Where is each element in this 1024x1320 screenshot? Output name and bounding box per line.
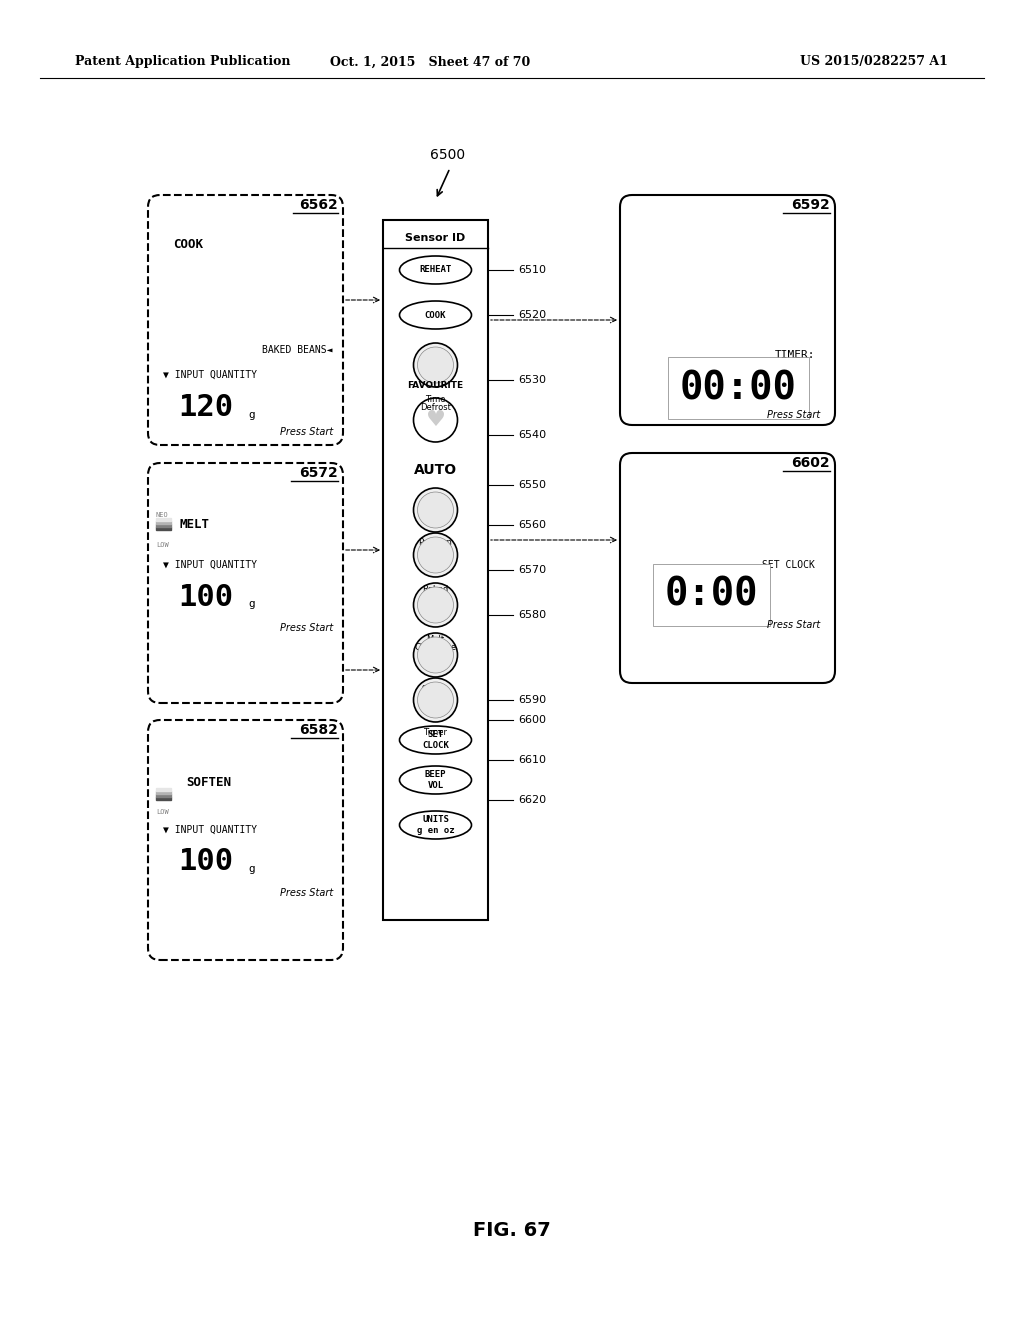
Text: 6530: 6530	[518, 375, 546, 385]
Circle shape	[414, 678, 458, 722]
FancyBboxPatch shape	[148, 719, 343, 960]
Text: Melt: Melt	[426, 635, 444, 644]
Text: Press Start: Press Start	[280, 623, 333, 634]
Text: 100: 100	[178, 582, 233, 611]
FancyBboxPatch shape	[148, 463, 343, 704]
Text: 0:00: 0:00	[665, 576, 759, 614]
Text: 100: 100	[178, 847, 233, 876]
Text: 6590: 6590	[518, 696, 546, 705]
Text: LOW: LOW	[156, 809, 169, 814]
Text: Time: Time	[425, 395, 445, 404]
Bar	[156, 795, 171, 797]
Text: g: g	[248, 599, 255, 609]
Bar	[156, 521, 171, 524]
Text: 6520: 6520	[518, 310, 546, 319]
Bar	[383, 220, 488, 920]
Circle shape	[414, 634, 458, 677]
Text: FIG. 67: FIG. 67	[473, 1221, 551, 1239]
Bar	[156, 797, 171, 800]
Text: Press Start: Press Start	[767, 620, 820, 630]
Text: US 2015/0282257 A1: US 2015/0282257 A1	[800, 55, 948, 69]
Text: SET CLOCK: SET CLOCK	[762, 560, 815, 570]
Text: ♥: ♥	[426, 411, 445, 430]
Text: 120: 120	[178, 393, 233, 422]
Text: 6592: 6592	[792, 198, 830, 213]
Text: Baked: Baked	[422, 585, 449, 594]
Text: ▼ INPUT QUANTITY: ▼ INPUT QUANTITY	[163, 370, 257, 380]
Circle shape	[418, 537, 454, 573]
Text: MELT: MELT	[180, 519, 210, 532]
Text: COOK: COOK	[425, 310, 446, 319]
Circle shape	[418, 492, 454, 528]
Text: 6560: 6560	[518, 520, 546, 531]
Ellipse shape	[399, 810, 471, 840]
Text: 6582: 6582	[299, 723, 338, 737]
Circle shape	[414, 533, 458, 577]
Text: ▼ INPUT QUANTITY: ▼ INPUT QUANTITY	[163, 560, 257, 570]
Text: 6600: 6600	[518, 715, 546, 725]
Circle shape	[418, 682, 454, 718]
Text: Beans: Beans	[423, 593, 449, 602]
Bar	[156, 527, 171, 531]
Text: SOFTEN: SOFTEN	[186, 776, 231, 788]
Text: SET
CLOCK: SET CLOCK	[422, 730, 449, 750]
Text: Popcorn: Popcorn	[419, 539, 453, 546]
Text: REHEAT: REHEAT	[420, 265, 452, 275]
FancyBboxPatch shape	[148, 195, 343, 445]
Text: 6572: 6572	[299, 466, 338, 480]
Circle shape	[414, 583, 458, 627]
Text: Press Start: Press Start	[280, 888, 333, 898]
Text: 6610: 6610	[518, 755, 546, 766]
Ellipse shape	[399, 301, 471, 329]
Text: NEO: NEO	[156, 512, 169, 517]
Text: UNITS
g en oz: UNITS g en oz	[417, 816, 455, 834]
Text: 6550: 6550	[518, 480, 546, 490]
Text: AUTO: AUTO	[414, 463, 457, 477]
FancyBboxPatch shape	[620, 453, 835, 682]
Text: 6620: 6620	[518, 795, 546, 805]
Text: 6580: 6580	[518, 610, 546, 620]
Text: Press Start: Press Start	[280, 426, 333, 437]
Text: Sensor ID: Sensor ID	[406, 234, 466, 243]
Text: 6570: 6570	[518, 565, 546, 576]
Text: Defrost: Defrost	[420, 403, 451, 412]
Circle shape	[414, 488, 458, 532]
Text: Chocolate: Chocolate	[415, 643, 457, 652]
Bar	[156, 524, 171, 527]
Text: 6602: 6602	[792, 455, 830, 470]
Text: 00:00: 00:00	[680, 370, 797, 407]
Ellipse shape	[399, 726, 471, 754]
Text: BAKED BEANS◄: BAKED BEANS◄	[262, 345, 333, 355]
Text: g: g	[248, 865, 255, 874]
Circle shape	[414, 399, 458, 442]
Text: Timer: Timer	[424, 729, 447, 737]
Text: g: g	[248, 411, 255, 420]
Bar	[156, 517, 171, 521]
Text: Patent Application Publication: Patent Application Publication	[75, 55, 291, 69]
Text: Oct. 1, 2015   Sheet 47 of 70: Oct. 1, 2015 Sheet 47 of 70	[330, 55, 530, 69]
Circle shape	[418, 638, 454, 673]
Ellipse shape	[399, 256, 471, 284]
FancyBboxPatch shape	[620, 195, 835, 425]
Text: Soften: Soften	[422, 685, 450, 694]
Bar	[156, 791, 171, 795]
Text: Butter: Butter	[422, 693, 449, 702]
Text: FAVOURITE: FAVOURITE	[408, 381, 464, 389]
Circle shape	[414, 343, 458, 387]
Ellipse shape	[399, 766, 471, 795]
Text: LOW: LOW	[156, 543, 169, 548]
Text: 6500: 6500	[430, 148, 465, 162]
Text: Press Start: Press Start	[767, 411, 820, 420]
Bar	[156, 788, 171, 791]
Text: ▼ INPUT QUANTITY: ▼ INPUT QUANTITY	[163, 825, 257, 836]
Text: 6540: 6540	[518, 430, 546, 440]
Text: 6510: 6510	[518, 265, 546, 275]
Text: 6562: 6562	[299, 198, 338, 213]
Circle shape	[418, 347, 454, 383]
Circle shape	[418, 587, 454, 623]
Text: COOK: COOK	[173, 239, 203, 252]
Text: TIMER:: TIMER:	[774, 350, 815, 360]
Text: BEEP
VOL: BEEP VOL	[425, 771, 446, 789]
